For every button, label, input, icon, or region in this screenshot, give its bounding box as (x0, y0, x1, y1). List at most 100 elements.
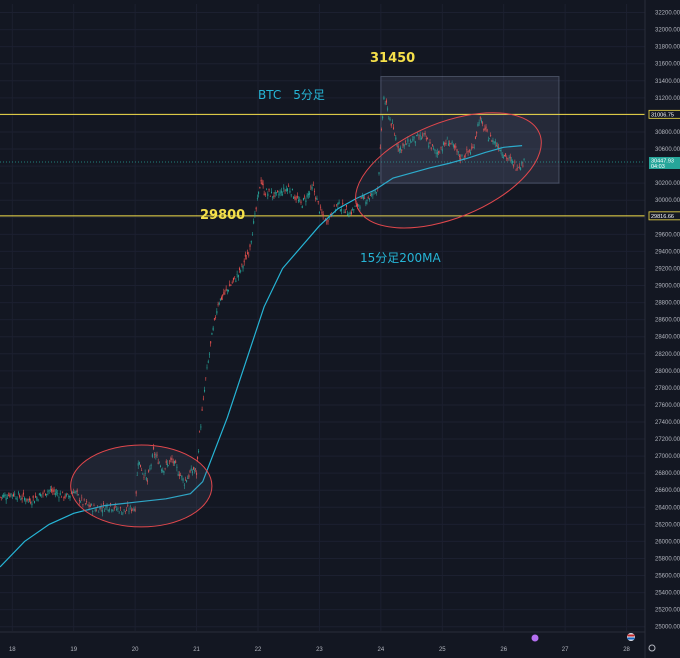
candle-body (19, 495, 21, 497)
candle-body (178, 474, 180, 477)
candle-body (101, 509, 103, 513)
candle-body (463, 156, 465, 157)
candle-body (11, 494, 13, 496)
candle-body (380, 129, 382, 130)
candle-body (288, 185, 290, 187)
y-tick-label: 27800.00 (655, 386, 680, 392)
candle-body (350, 211, 352, 215)
candle-body (5, 497, 7, 501)
event-marker-icon[interactable] (531, 634, 539, 642)
candle-body (334, 209, 336, 211)
candle-body (237, 274, 239, 278)
candle-body (193, 467, 194, 470)
candle-body (357, 204, 359, 207)
settings-icon[interactable] (648, 644, 656, 652)
candle-body (197, 456, 199, 460)
y-tick-label: 27600.00 (655, 403, 680, 409)
candle-body (322, 213, 324, 217)
y-tick-label: 31400.00 (655, 79, 680, 85)
candle-body (364, 197, 366, 199)
candle-body (521, 161, 523, 164)
candle-body (497, 145, 499, 147)
candle-body (484, 127, 486, 130)
candle-body (211, 333, 213, 335)
candle-body (126, 509, 128, 511)
candle-body (73, 491, 75, 494)
candle-body (368, 198, 370, 200)
candle-body (121, 514, 123, 515)
candle-body (128, 510, 130, 512)
candle-body (345, 205, 347, 207)
candle-body (299, 199, 301, 201)
candle-body (478, 122, 480, 124)
candle-body (68, 495, 70, 498)
candle-body (40, 494, 42, 497)
candle-body (108, 509, 110, 511)
horizontal-lines (0, 113, 645, 217)
candle-body (267, 193, 269, 197)
candle-body (348, 215, 350, 218)
candle-body (253, 221, 255, 224)
y-tick-label: 28200.00 (655, 352, 680, 358)
candle-body (244, 254, 246, 257)
candle-body (438, 151, 440, 153)
price-axis[interactable]: 25000.00 25200.00 25400.00 25600.00 25800.00… (644, 0, 680, 658)
candle-body (429, 142, 431, 144)
candle-body (245, 258, 247, 260)
candle-body (27, 498, 29, 500)
candle-body (279, 192, 281, 194)
candle-body (10, 493, 12, 495)
candle-body (93, 505, 95, 507)
candle-body (6, 497, 8, 499)
candle-body (112, 509, 114, 511)
time-axis[interactable]: 18 19 20 21 22 23 24 25 26 27 28 (0, 631, 645, 653)
candle-body (424, 132, 426, 135)
candle-body (471, 146, 473, 149)
candle-body (47, 491, 49, 493)
price-series (0, 95, 525, 517)
candle-body (289, 190, 291, 193)
candle-body (1, 495, 3, 497)
candle-body (506, 157, 508, 159)
candle-body (263, 193, 265, 195)
candle-body (151, 454, 153, 457)
candle-body (199, 431, 201, 433)
candle-body (305, 200, 307, 203)
y-tick-label: 25600.00 (655, 574, 680, 580)
candle-body (376, 192, 378, 194)
candle-body (271, 191, 273, 194)
candle-body (460, 157, 462, 161)
candle-body (58, 497, 60, 498)
candle-body (181, 475, 183, 478)
candle-body (518, 166, 520, 168)
candle-body (414, 141, 416, 144)
x-tick-label: 28 (623, 647, 630, 653)
candle-body (71, 492, 73, 494)
candle-body (447, 143, 449, 146)
candle-body (158, 462, 160, 464)
candle-body (382, 116, 384, 119)
candle-body (361, 196, 363, 198)
candle-body (206, 367, 208, 369)
current-price-label: 30447.93 (651, 158, 674, 164)
candle-body (200, 426, 202, 428)
candle-body (157, 462, 159, 464)
current-price-tag (649, 156, 680, 169)
candle-body (400, 147, 402, 150)
candle-body (505, 153, 507, 156)
candle-body (394, 134, 396, 136)
y-tick-label: 28000.00 (655, 369, 680, 375)
candle-body (89, 505, 91, 508)
candle-body (133, 508, 135, 511)
candle-body (177, 474, 179, 476)
candle-body (425, 138, 427, 140)
ellipse-lows (70, 444, 213, 528)
candle-body (28, 498, 30, 501)
candle-body (46, 494, 48, 496)
flag-icon[interactable] (627, 633, 635, 641)
candle-body (143, 477, 145, 478)
candle-body (398, 148, 400, 152)
candle-body (403, 144, 405, 147)
candle-body (62, 491, 64, 493)
candle-body (189, 470, 191, 473)
